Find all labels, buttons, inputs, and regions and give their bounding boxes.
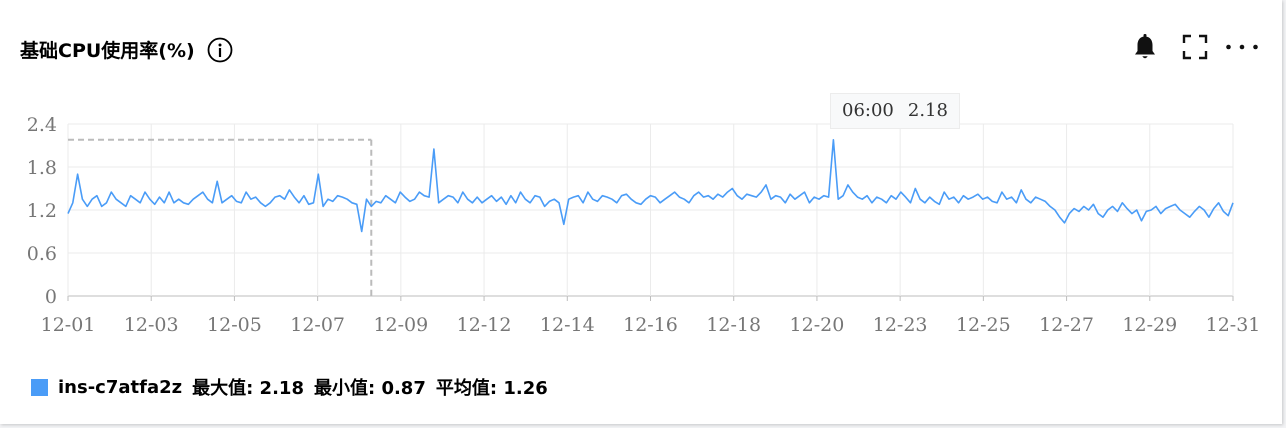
info-icon[interactable] (207, 37, 233, 63)
bell-icon[interactable] (1132, 33, 1158, 61)
cpu-line-chart: 0 0.6 1.2 1.8 2.4 12-01 12-03 12-05 12-07 12-09 12… (27, 114, 1261, 336)
x-tick-label: 12-09 (373, 314, 428, 336)
x-tick-label: 12-31 (1206, 314, 1261, 336)
panel-title: 基础CPU使用率(%) (20, 36, 233, 63)
y-tick-label: 1.2 (27, 200, 57, 222)
chart-tooltip: 06:00 2.18 (830, 93, 960, 129)
y-tick-label: 2.4 (27, 114, 57, 136)
panel-toolbar (1132, 33, 1260, 61)
x-tick-label: 12-20 (790, 314, 845, 336)
y-tick-label: 1.8 (27, 157, 57, 179)
series-line (67, 138, 1234, 233)
legend-series-name[interactable]: ins-c7atfa2z (58, 376, 183, 398)
x-tick-label: 12-27 (1039, 314, 1094, 336)
legend-avg: 平均值: 1.26 (435, 378, 548, 399)
legend-max: 最大值: 2.18 (192, 378, 304, 399)
fullscreen-icon[interactable] (1180, 33, 1210, 61)
x-tick-label: 12-14 (540, 314, 595, 336)
x-tick-label: 12-07 (290, 314, 345, 336)
panel-title-text: 基础CPU使用率(%) (20, 40, 195, 62)
x-tick-label: 12-29 (1122, 314, 1177, 336)
x-tick-label: 12-01 (41, 314, 96, 336)
tooltip-time: 06:00 (842, 100, 894, 121)
legend-swatch[interactable] (31, 378, 48, 396)
x-tick-label: 12-12 (457, 314, 512, 336)
y-tick-label: 0.6 (27, 243, 57, 265)
chart-legend: ins-c7atfa2z 最大值: 2.18 最小值: 0.87 平均值: 1.… (31, 374, 548, 400)
x-tick-label: 12-03 (124, 314, 179, 336)
legend-min: 最小值: 0.87 (313, 378, 426, 399)
y-tick-label: 0 (45, 286, 57, 308)
x-tick-label: 12-23 (873, 314, 928, 336)
x-tick-label: 12-16 (623, 314, 678, 336)
more-icon[interactable] (1224, 33, 1260, 61)
tooltip-value: 2.18 (907, 100, 948, 121)
x-tick-label: 12-25 (956, 314, 1011, 336)
x-tick-label: 12-05 (207, 314, 262, 336)
x-tick-label: 12-18 (706, 314, 761, 336)
